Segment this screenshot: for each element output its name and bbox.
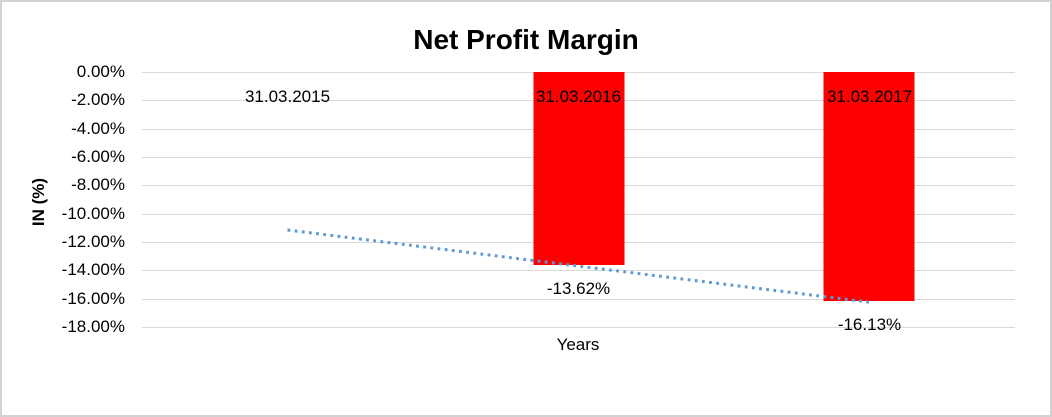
y-tick-label: -12.00% <box>61 232 125 251</box>
gridline <box>142 270 1015 272</box>
category-label-2016: 31.03.2016 <box>535 87 622 106</box>
y-tick-label: 0.00% <box>76 62 125 81</box>
category-label-2017: 31.03.2017 <box>826 87 913 106</box>
data-label-2016: -13.62% <box>546 278 611 298</box>
y-tick-label: -16.00% <box>61 288 125 308</box>
bar-31-03-2016[interactable] <box>533 72 624 265</box>
y-axis-tick-labels: 0.00% -2.00% -4.00% -6.00% -8.00% -10.00… <box>2 62 125 336</box>
bar-31-03-2017[interactable] <box>823 72 915 301</box>
chart-title: Net Profit Margin <box>413 24 639 55</box>
y-tick-label: -4.00% <box>71 118 125 138</box>
y-tick-label: -8.00% <box>71 175 125 195</box>
gridline <box>142 298 1015 300</box>
y-tick-label: -10.00% <box>61 203 125 223</box>
plot-area: 31.03.2015 31.03.2016 31.03.2017 -13.62%… <box>142 72 1015 334</box>
x-axis-title: Years <box>556 335 600 354</box>
data-label-2017: -16.13% <box>837 314 902 334</box>
category-label-2015: 31.03.2015 <box>244 87 331 106</box>
gridline <box>142 327 1015 328</box>
y-tick-label: -2.00% <box>71 90 125 110</box>
y-tick-label: -6.00% <box>71 146 125 166</box>
y-tick-label: -14.00% <box>61 260 125 280</box>
y-tick-label: -18.00% <box>61 317 125 336</box>
